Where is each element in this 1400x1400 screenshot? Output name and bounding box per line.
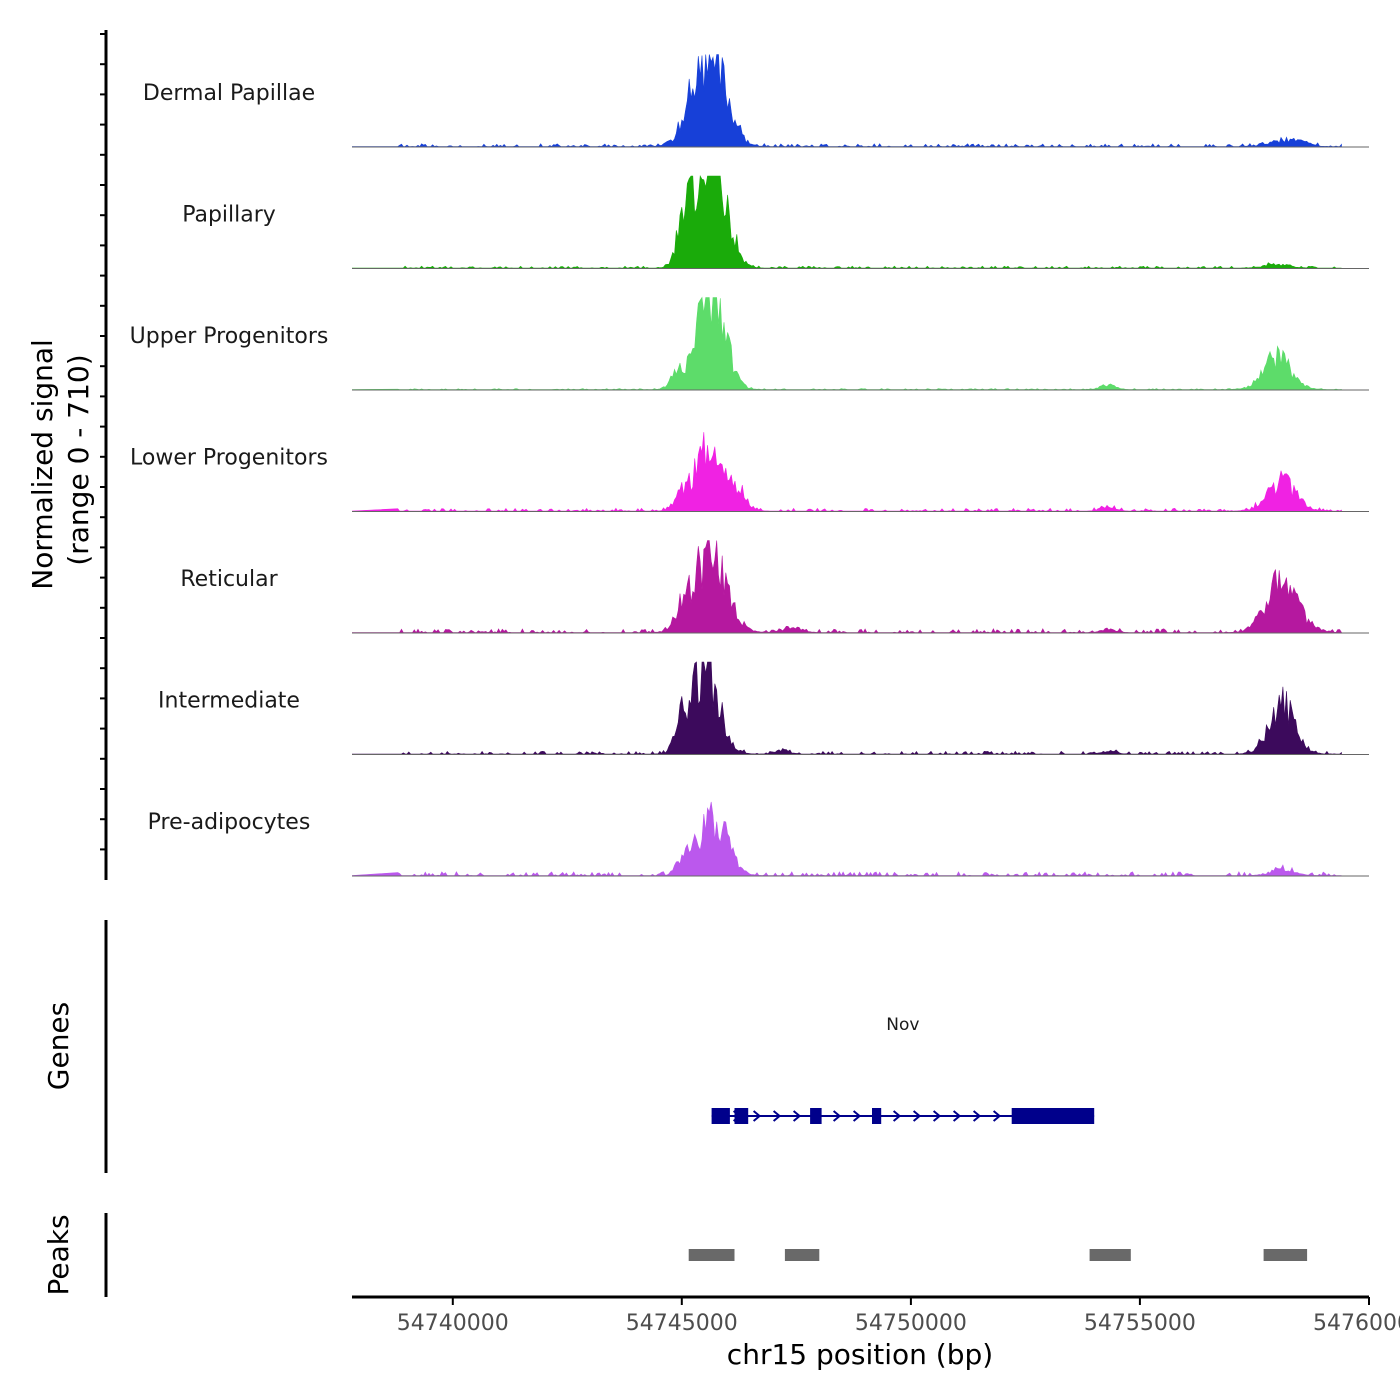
genes-axis-title: Genes bbox=[42, 1002, 75, 1090]
gene-nov: Nov bbox=[711, 1015, 1095, 1124]
coverage-area bbox=[352, 174, 1342, 269]
strand-arrow bbox=[952, 1110, 962, 1122]
peaks-track bbox=[688, 1249, 1308, 1261]
signal-axis-title-line1: Normalized signal bbox=[26, 339, 59, 590]
coverage-area bbox=[352, 540, 1343, 634]
gene-exon bbox=[1011, 1108, 1095, 1124]
x-tick-label: 54755000 bbox=[1084, 1311, 1196, 1336]
strand-arrow bbox=[832, 1110, 842, 1122]
gene-exon bbox=[734, 1108, 749, 1124]
coverage-area bbox=[352, 54, 1342, 147]
gene-exon bbox=[810, 1108, 822, 1124]
strand-arrow bbox=[852, 1110, 862, 1122]
strand-arrow bbox=[772, 1110, 782, 1122]
x-tick-label: 54740000 bbox=[397, 1311, 509, 1336]
track-papillary: Papillary bbox=[182, 174, 1369, 269]
track-dermal-papillae: Dermal Papillae bbox=[143, 54, 1369, 148]
peak-region bbox=[688, 1249, 735, 1261]
signal-axis-title: Normalized signal (range 0 - 710) bbox=[26, 330, 95, 589]
track-lower-progenitors: Lower Progenitors bbox=[130, 432, 1369, 512]
track-label: Dermal Papillae bbox=[143, 81, 315, 106]
track-pre-adipocytes: Pre-adipocytes bbox=[148, 801, 1369, 877]
track-label: Pre-adipocytes bbox=[148, 810, 311, 835]
peak-region bbox=[1089, 1249, 1131, 1261]
track-intermediate: Intermediate bbox=[158, 661, 1369, 755]
strand-arrow bbox=[912, 1110, 922, 1122]
track-upper-progenitors: Upper Progenitors bbox=[130, 296, 1369, 391]
coverage-area bbox=[351, 801, 1342, 877]
gene-exon bbox=[872, 1108, 882, 1124]
signal-y-ticks bbox=[100, 33, 106, 851]
track-label: Intermediate bbox=[158, 689, 300, 714]
strand-arrow bbox=[752, 1110, 762, 1122]
x-tick-label: 54750000 bbox=[855, 1311, 967, 1336]
gene-exon bbox=[711, 1108, 730, 1124]
x-axis-title: chr15 position (bp) bbox=[727, 1338, 993, 1371]
track-label: Upper Progenitors bbox=[130, 324, 329, 349]
x-tick-label: 54745000 bbox=[626, 1311, 738, 1336]
strand-arrow bbox=[992, 1110, 1002, 1122]
peak-region bbox=[784, 1249, 820, 1261]
track-label: Lower Progenitors bbox=[130, 446, 328, 471]
track-label: Papillary bbox=[182, 203, 276, 228]
x-tick-label: 54760000 bbox=[1313, 1311, 1400, 1336]
x-axis-ticks: 54740000 54745000 54750000 54755000 54760000 bbox=[397, 1297, 1400, 1336]
genes-track: Nov bbox=[711, 1015, 1095, 1124]
coverage-area bbox=[351, 432, 1342, 512]
peaks-axis-title: Peaks bbox=[42, 1214, 75, 1295]
strand-arrow bbox=[932, 1110, 942, 1122]
coverage-area bbox=[351, 296, 1342, 390]
gene-label: Nov bbox=[886, 1015, 919, 1035]
signal-axis-title-line2: (range 0 - 710) bbox=[62, 354, 95, 565]
strand-arrow bbox=[892, 1110, 902, 1122]
coverage-area bbox=[352, 661, 1342, 755]
track-label: Reticular bbox=[180, 567, 278, 592]
signal-tracks: Dermal Papillae Papillary Upper Progenitor… bbox=[130, 54, 1369, 877]
track-reticular: Reticular bbox=[180, 540, 1369, 634]
strand-arrow bbox=[792, 1110, 802, 1122]
peak-region bbox=[1263, 1249, 1308, 1261]
strand-arrow bbox=[972, 1110, 982, 1122]
